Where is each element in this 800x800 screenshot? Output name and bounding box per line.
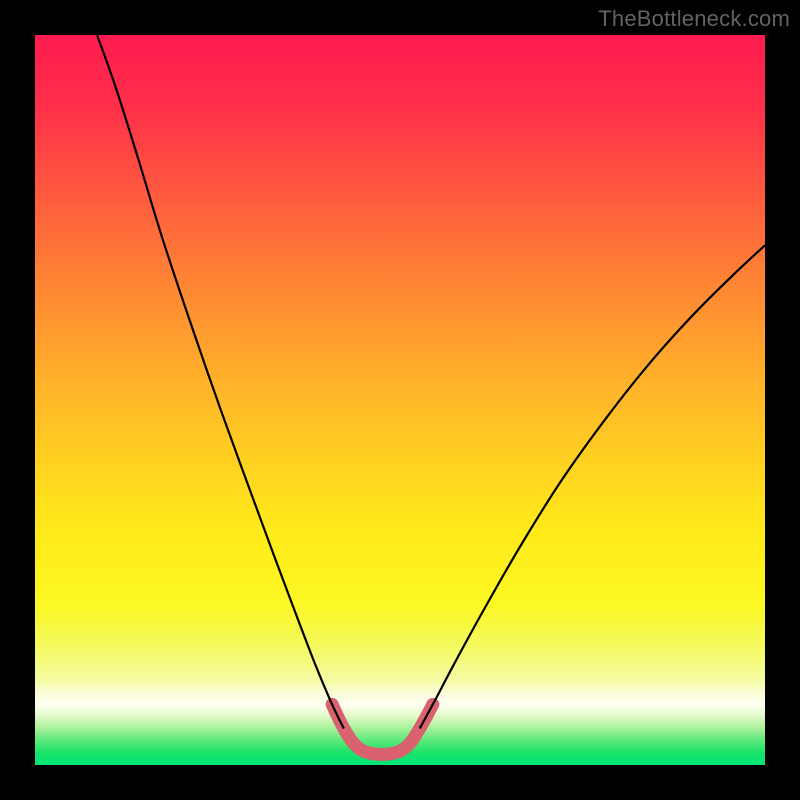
- plot-area: [35, 35, 765, 765]
- left-curve-line: [97, 35, 344, 729]
- right-curve-line: [420, 245, 765, 728]
- chart-frame: TheBottleneck.com: [0, 0, 800, 800]
- valley-connector-line: [332, 704, 433, 754]
- chart-svg: [35, 35, 765, 765]
- watermark-text: TheBottleneck.com: [598, 6, 790, 32]
